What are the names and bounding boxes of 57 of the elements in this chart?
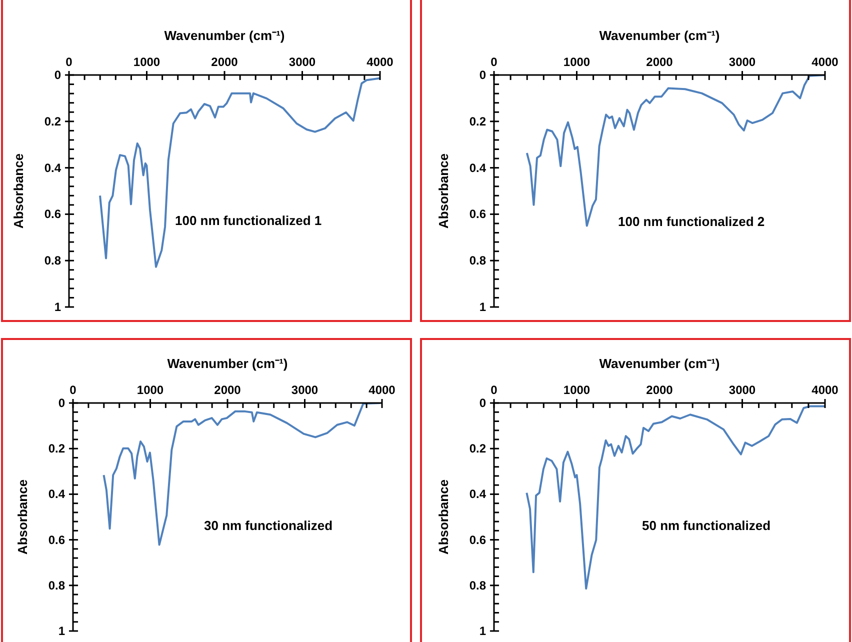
x-tick-label: 0 [490, 55, 498, 69]
x-tick-label: 3000 [728, 383, 756, 397]
x-axis-title: Wavenumber (cm⁻¹) [599, 356, 720, 371]
x-tick-label: 2000 [646, 55, 674, 69]
line-series [99, 77, 380, 268]
annotation: 100 nm functionalized 2 [618, 214, 765, 229]
y-tick-label: 1 [479, 300, 486, 314]
annotation: 50 nm functionalized [642, 518, 771, 533]
y-tick-label: 1 [54, 300, 62, 314]
y-tick-label: 0.8 [469, 254, 486, 268]
y-tick-label: 0.6 [469, 207, 486, 222]
y-tick-label: 0.8 [469, 578, 486, 592]
x-tick-label: 3000 [291, 383, 318, 397]
y-tick-label: 0 [479, 396, 486, 410]
y-tick-label: 1 [479, 624, 486, 638]
x-axis-title: Wavenumber (cm⁻¹) [167, 356, 288, 371]
line-series [526, 405, 825, 590]
y-tick-label: 0.2 [48, 442, 66, 456]
y-tick-label: 0.2 [469, 442, 486, 456]
x-tick-label: 0 [490, 383, 498, 397]
x-tick-label: 4000 [812, 55, 839, 69]
x-tick-label: 1000 [563, 383, 590, 397]
x-tick-label: 2000 [646, 383, 674, 397]
x-tick-label: 3000 [728, 55, 756, 69]
y-axis-title: Absorbance [11, 153, 26, 229]
y-axis-title: Absorbance [15, 479, 30, 555]
y-tick-label: 0 [54, 68, 62, 82]
y-axis-title: Absorbance [436, 479, 451, 555]
y-tick-label: 1 [58, 624, 66, 638]
x-tick-label: 1000 [563, 55, 590, 69]
x-axis-title: Wavenumber (cm⁻¹) [164, 28, 285, 43]
x-tick-label: 2000 [214, 383, 242, 397]
y-tick-label: 0.6 [48, 532, 66, 547]
x-tick-label: 4000 [366, 55, 394, 69]
y-tick-label: 0.4 [469, 487, 486, 502]
annotation: 30 nm functionalized [204, 518, 333, 533]
y-tick-label: 0 [479, 68, 486, 82]
y-tick-label: 0.6 [44, 207, 62, 222]
y-tick-label: 0.4 [469, 160, 486, 175]
y-tick-label: 0.4 [44, 160, 62, 175]
x-axis-title: Wavenumber (cm⁻¹) [599, 28, 720, 43]
y-tick-label: 0.2 [44, 114, 62, 128]
x-tick-label: 0 [70, 383, 77, 397]
x-tick-label: 1000 [133, 55, 160, 69]
y-axis-title: Absorbance [436, 153, 451, 229]
x-tick-label: 3000 [288, 55, 316, 69]
x-tick-label: 2000 [211, 55, 238, 69]
x-tick-label: 1000 [136, 383, 164, 397]
y-tick-label: 0.2 [469, 114, 486, 128]
x-tick-label: 4000 [368, 383, 396, 397]
annotation: 100 nm functionalized 1 [175, 213, 322, 228]
y-tick-label: 0.8 [48, 578, 66, 592]
x-tick-label: 4000 [812, 383, 839, 397]
y-tick-label: 0.4 [48, 487, 66, 502]
y-tick-label: 0.8 [44, 254, 62, 268]
y-tick-label: 0.6 [469, 532, 486, 547]
y-tick-label: 0 [58, 396, 66, 410]
